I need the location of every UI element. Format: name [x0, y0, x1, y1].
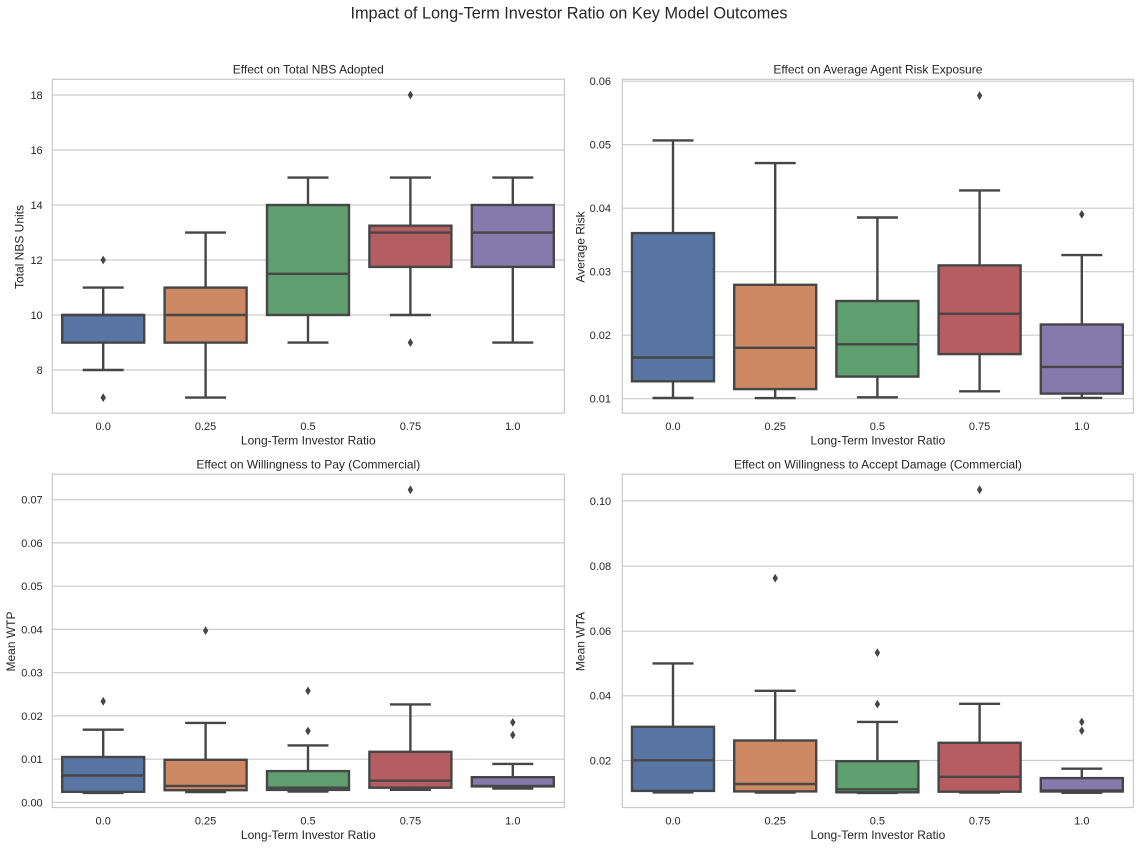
svg-text:Long-Term Investor Ratio: Long-Term Investor Ratio [811, 828, 946, 842]
svg-text:8: 8 [37, 365, 43, 377]
svg-text:Effect on Willingness to Pay (: Effect on Willingness to Pay (Commercial… [196, 457, 420, 471]
svg-text:0.05: 0.05 [21, 581, 42, 593]
svg-text:Effect on Willingness to Accep: Effect on Willingness to Accept Damage (… [734, 457, 1022, 471]
svg-text:0.75: 0.75 [400, 816, 421, 828]
svg-text:0.25: 0.25 [195, 421, 216, 433]
svg-text:0.5: 0.5 [870, 421, 885, 433]
svg-text:Long-Term Investor Ratio: Long-Term Investor Ratio [811, 434, 946, 448]
svg-text:0.01: 0.01 [590, 394, 611, 406]
svg-text:Mean WTP: Mean WTP [4, 611, 18, 671]
svg-text:0.08: 0.08 [590, 561, 611, 573]
svg-text:16: 16 [30, 145, 42, 157]
svg-text:18: 18 [30, 90, 42, 102]
svg-text:1.0: 1.0 [1074, 816, 1089, 828]
svg-text:0.07: 0.07 [21, 495, 42, 507]
svg-text:0.0: 0.0 [96, 816, 111, 828]
svg-text:Effect on Total NBS Adopted: Effect on Total NBS Adopted [233, 62, 384, 76]
svg-text:0.05: 0.05 [590, 140, 611, 152]
svg-text:0.25: 0.25 [195, 816, 216, 828]
svg-text:0.03: 0.03 [590, 267, 611, 279]
svg-text:0.75: 0.75 [400, 421, 421, 433]
svg-text:14: 14 [30, 200, 42, 212]
svg-text:0.04: 0.04 [590, 691, 611, 703]
svg-text:0.01: 0.01 [21, 754, 42, 766]
svg-text:0.25: 0.25 [764, 816, 785, 828]
svg-text:0.04: 0.04 [590, 203, 611, 215]
svg-text:0.75: 0.75 [969, 421, 990, 433]
svg-text:12: 12 [30, 255, 42, 267]
svg-text:0.0: 0.0 [665, 816, 680, 828]
svg-text:0.00: 0.00 [21, 797, 42, 809]
svg-text:0.02: 0.02 [590, 330, 611, 342]
svg-text:Long-Term Investor Ratio: Long-Term Investor Ratio [241, 434, 376, 448]
svg-text:1.0: 1.0 [1074, 421, 1089, 433]
svg-text:Long-Term Investor Ratio: Long-Term Investor Ratio [241, 828, 376, 842]
svg-text:Effect on Average Agent Risk E: Effect on Average Agent Risk Exposure [773, 62, 982, 76]
svg-text:1.0: 1.0 [505, 816, 520, 828]
svg-text:0.03: 0.03 [21, 668, 42, 680]
svg-text:1.0: 1.0 [505, 421, 520, 433]
svg-text:0.5: 0.5 [300, 421, 315, 433]
svg-text:0.10: 0.10 [590, 496, 611, 508]
svg-text:0.0: 0.0 [665, 421, 680, 433]
svg-text:0.02: 0.02 [590, 755, 611, 767]
svg-text:0.04: 0.04 [21, 624, 42, 636]
svg-text:Impact of Long-Term Investor R: Impact of Long-Term Investor Ratio on Ke… [350, 5, 787, 23]
svg-text:0.06: 0.06 [21, 538, 42, 550]
svg-text:Mean WTA: Mean WTA [573, 612, 587, 671]
svg-text:0.75: 0.75 [969, 816, 990, 828]
svg-text:0.5: 0.5 [870, 816, 885, 828]
svg-text:0.02: 0.02 [21, 711, 42, 723]
svg-text:0.5: 0.5 [300, 816, 315, 828]
svg-text:Average Risk: Average Risk [573, 210, 587, 282]
svg-text:Total NBS Units: Total NBS Units [13, 205, 27, 289]
svg-text:0.0: 0.0 [96, 421, 111, 433]
svg-text:0.06: 0.06 [590, 76, 611, 88]
svg-text:0.06: 0.06 [590, 626, 611, 638]
svg-text:0.25: 0.25 [764, 421, 785, 433]
svg-text:10: 10 [30, 310, 42, 322]
